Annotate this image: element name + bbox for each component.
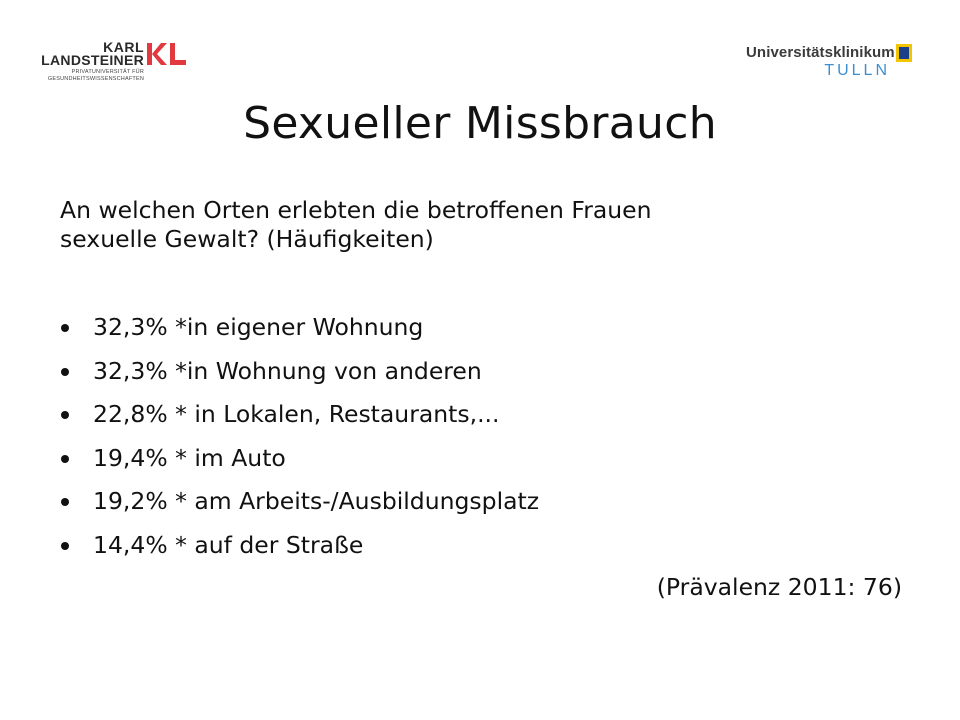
list-item: 32,3% *in Wohnung von anderen: [60, 356, 910, 400]
list-item: 19,4% * im Auto: [60, 443, 910, 487]
bullet-icon: [61, 454, 69, 463]
list-item: 14,4% * auf der Straße: [60, 530, 910, 574]
list-item: 19,2% * am Arbeits-/Ausbildungsplatz: [60, 486, 910, 530]
logo-subtitle-line2: GESUNDHEITSWISSENSCHAFTEN: [47, 76, 144, 82]
bullet-icon: [61, 498, 69, 506]
source-citation: (Prävalenz 2011: 76): [656, 573, 902, 601]
logo-text-line2: LANDSTEINER: [41, 52, 144, 68]
list-item-text: 32,3% *in eigener Wohnung: [93, 313, 424, 341]
logo-text-line1: KARL: [103, 39, 144, 55]
bullet-icon: [61, 541, 69, 550]
list-item-text: 14,4% * auf der Straße: [93, 530, 364, 559]
location-list: 32,3% *in eigener Wohnung 32,3% *in Wohn…: [60, 312, 910, 573]
logo-subtitle-line1: PRIVATUNIVERSITÄT FÜR: [71, 69, 144, 75]
kl-mark-icon: [147, 43, 186, 65]
list-item-text: 19,4% * im Auto: [93, 443, 286, 472]
intro-line-2: sexuelle Gewalt? (Häufigkeiten): [60, 225, 434, 253]
slide-title: Sexueller Missbrauch: [243, 98, 717, 149]
intro-question: An welchen Orten erlebten die betroffene…: [60, 196, 880, 254]
intro-line-1: An welchen Orten erlebten die betroffene…: [60, 196, 652, 224]
karl-landsteiner-logo: KARL LANDSTEINER PRIVATUNIVERSITÄT FÜR G…: [41, 39, 202, 90]
list-item-text: 32,3% *in Wohnung von anderen: [93, 356, 482, 385]
universitaetsklinikum-tulln-logo: Universitätsklinikum TULLN: [746, 30, 922, 82]
bullet-icon: [61, 411, 69, 419]
list-item: 22,8% * in Lokalen, Restaurants,...: [60, 399, 910, 443]
lower-austria-badge-icon: [896, 44, 912, 62]
logo-clinic-name: Universitätsklinikum: [746, 44, 895, 61]
logo-city-name: TULLN: [824, 62, 890, 79]
list-item-text: 19,2% * am Arbeits-/Ausbildungsplatz: [93, 487, 540, 515]
bullet-icon: [61, 367, 69, 376]
list-item: 32,3% *in eigener Wohnung: [60, 312, 910, 356]
bullet-icon: [61, 324, 69, 332]
list-item-text: 22,8% * in Lokalen, Restaurants,...: [93, 400, 500, 428]
